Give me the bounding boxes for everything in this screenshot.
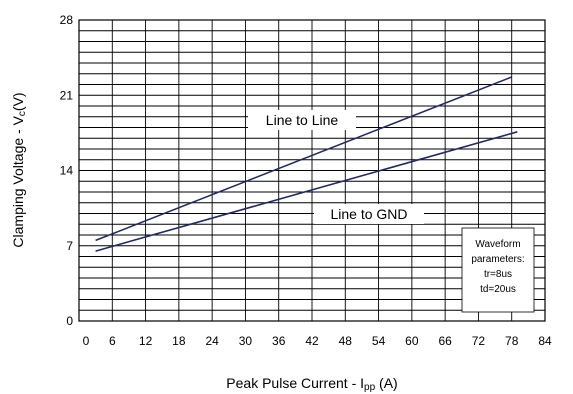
x-tick-label: 72 [472,334,486,348]
label-line-to-gnd: Line to GND [314,204,424,224]
waveform-note: Waveform parameters: tr=8us td=20us [461,227,535,313]
series-line-1 [95,131,518,252]
x-tick-labels: 0 6 12 18 24 30 36 42 48 54 60 66 72 78 84 [83,334,552,348]
plot-area-frame [78,19,546,322]
note-line-2: parameters: [471,254,524,265]
x-tick-label: 78 [505,334,519,348]
x-tick-label: 48 [339,334,353,348]
x-tick-label: 30 [239,334,253,348]
x-tick-label: 84 [538,334,552,348]
y-tick-label: 14 [60,164,74,178]
y-tick-labels: 0 7 14 21 28 [60,13,74,328]
note-line-1: Waveform [475,239,520,250]
x-tick-label: 66 [438,334,452,348]
series-line-0 [95,76,512,242]
x-tick-label: 24 [205,334,219,348]
label-line-to-line: Line to Line [248,110,356,130]
x-tick-label: 12 [139,334,153,348]
note-line-3: tr=8us [484,269,512,280]
series-label-line-to-line: Line to Line [266,112,339,128]
series-lines [95,76,518,252]
x-tick-label: 36 [272,334,286,348]
y-tick-label: 28 [60,13,74,27]
x-axis-label: Peak Pulse Current - Ipp (A) [226,375,397,393]
x-tick-label: 18 [172,334,186,348]
y-tick-label: 0 [66,314,73,328]
x-tick-label: 6 [109,334,116,348]
x-tick-label: 60 [405,334,419,348]
x-tick-label: 54 [372,334,386,348]
series-label-line-to-gnd: Line to GND [330,206,407,222]
x-tick-label: 0 [83,334,90,348]
y-axis-label: Clamping Voltage - Vc(V) [10,92,28,247]
y-tick-label: 21 [60,88,74,102]
note-line-4: td=20us [480,284,516,295]
y-tick-label: 7 [66,239,73,253]
x-tick-label: 42 [305,334,319,348]
